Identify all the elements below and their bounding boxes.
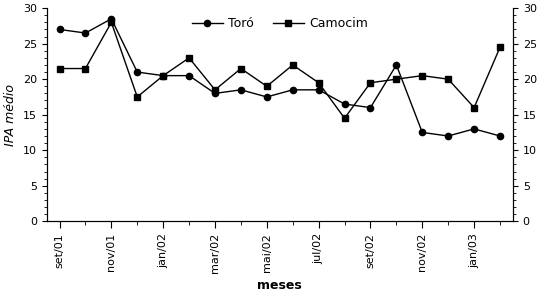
Line: Toró: Toró xyxy=(56,16,503,139)
Camocim xyxy=(237,67,244,70)
Toró xyxy=(56,28,63,31)
Camocim xyxy=(186,56,193,60)
Toró xyxy=(108,17,115,21)
Toró xyxy=(237,88,244,92)
Camocim xyxy=(134,95,141,99)
Camocim xyxy=(367,81,374,85)
Camocim xyxy=(263,85,270,88)
Toró xyxy=(445,134,451,138)
Toró xyxy=(393,63,400,67)
Line: Camocim: Camocim xyxy=(56,19,503,121)
Toró xyxy=(419,131,426,134)
Camocim xyxy=(471,106,477,109)
Camocim xyxy=(419,74,426,78)
Camocim xyxy=(108,21,115,24)
Y-axis label: IPA médio: IPA médio xyxy=(4,84,17,146)
Toró xyxy=(160,74,167,78)
Camocim xyxy=(341,116,348,120)
Camocim xyxy=(56,67,63,70)
Camocim xyxy=(289,63,296,67)
Camocim xyxy=(315,81,322,85)
Toró xyxy=(497,134,503,138)
Toró xyxy=(315,88,322,92)
X-axis label: meses: meses xyxy=(258,279,302,292)
Toró xyxy=(186,74,193,78)
Toró xyxy=(471,127,477,131)
Toró xyxy=(289,88,296,92)
Toró xyxy=(134,70,141,74)
Camocim xyxy=(82,67,89,70)
Toró xyxy=(341,102,348,106)
Camocim xyxy=(212,88,218,92)
Toró xyxy=(82,31,89,35)
Legend: Toró, Camocim: Toró, Camocim xyxy=(189,15,370,33)
Toró xyxy=(367,106,374,109)
Camocim xyxy=(393,78,400,81)
Toró xyxy=(263,95,270,99)
Camocim xyxy=(497,46,503,49)
Camocim xyxy=(160,74,167,78)
Toró xyxy=(212,92,218,95)
Camocim xyxy=(445,78,451,81)
